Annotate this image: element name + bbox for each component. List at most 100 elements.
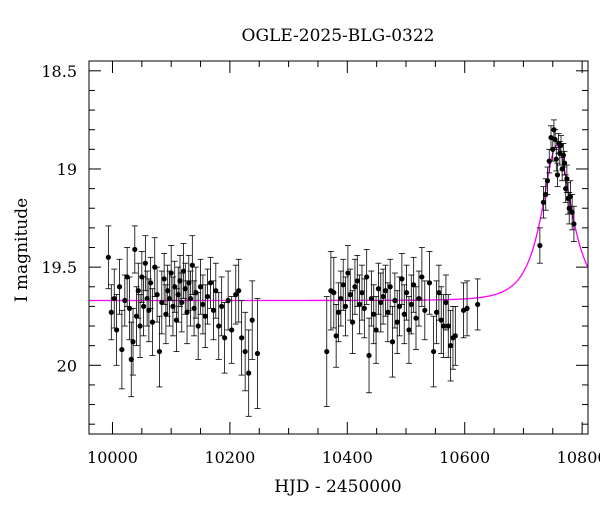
point-marker <box>340 282 346 288</box>
point-marker <box>349 319 356 325</box>
point-marker <box>179 299 185 306</box>
point-marker <box>378 299 384 306</box>
data-point <box>249 280 256 360</box>
point-marker <box>440 323 447 329</box>
point-marker <box>187 295 194 302</box>
x-tick-label: 10000 <box>87 448 138 467</box>
point-marker <box>401 311 407 317</box>
data-point <box>342 276 349 337</box>
point-marker <box>324 348 330 355</box>
data-point <box>464 280 471 337</box>
point-marker <box>165 288 171 294</box>
data-point <box>215 292 222 360</box>
data-point <box>184 280 191 345</box>
point-marker <box>137 323 143 329</box>
point-marker <box>569 209 575 215</box>
point-marker <box>445 323 451 329</box>
data-point <box>433 280 440 345</box>
point-marker <box>225 297 231 304</box>
point-marker <box>368 295 374 302</box>
y-tick-label: 19 <box>57 160 77 179</box>
data-point <box>389 305 396 378</box>
point-marker <box>554 172 561 178</box>
point-marker <box>403 290 410 296</box>
point-marker <box>416 295 422 302</box>
point-marker <box>105 254 111 260</box>
data-point <box>435 264 442 321</box>
data-point <box>412 286 419 350</box>
data-point <box>344 245 351 301</box>
point-marker <box>345 270 351 276</box>
point-marker <box>335 309 342 315</box>
data-point <box>212 262 219 319</box>
y-tick-label: 18.5 <box>41 62 77 81</box>
data-point <box>375 262 382 315</box>
point-marker <box>361 305 367 311</box>
point-marker <box>177 278 183 284</box>
data-point <box>118 309 125 390</box>
data-point <box>113 294 120 366</box>
point-marker <box>399 276 405 282</box>
point-marker <box>108 309 114 315</box>
data-point <box>130 307 137 376</box>
x-tick-label: 10600 <box>439 448 490 467</box>
point-marker <box>182 286 188 292</box>
point-marker <box>413 315 419 321</box>
point-marker <box>431 348 437 355</box>
data-point <box>116 258 123 315</box>
data-point <box>182 262 189 315</box>
point-marker <box>411 282 417 288</box>
point-marker <box>254 350 261 357</box>
data-point <box>415 270 422 327</box>
point-marker <box>189 262 195 268</box>
point-marker <box>163 311 169 317</box>
point-marker <box>396 303 403 309</box>
data-point <box>421 280 428 341</box>
point-marker <box>564 176 570 182</box>
data-point <box>221 302 228 374</box>
data-point <box>135 262 142 319</box>
point-marker <box>366 352 372 359</box>
point-marker <box>359 290 365 296</box>
point-marker <box>443 299 449 306</box>
point-marker <box>563 186 569 192</box>
point-marker <box>546 158 552 164</box>
data-point <box>235 258 242 323</box>
point-marker <box>233 292 239 298</box>
data-points <box>105 119 577 417</box>
point-marker <box>406 327 412 333</box>
data-point <box>131 225 138 274</box>
data-point <box>546 148 553 174</box>
data-point <box>128 321 135 398</box>
point-marker <box>204 293 211 300</box>
point-marker <box>172 284 178 290</box>
x-axis-label: HJD - 2450000 <box>274 477 402 497</box>
point-marker <box>111 295 117 302</box>
point-marker <box>347 292 353 298</box>
data-point <box>349 290 356 354</box>
data-point <box>238 300 245 376</box>
point-marker <box>119 346 125 353</box>
point-marker <box>552 136 558 143</box>
point-marker <box>154 292 160 298</box>
point-marker <box>175 292 181 298</box>
point-marker <box>144 295 150 302</box>
point-marker <box>135 288 141 294</box>
point-marker <box>126 305 133 311</box>
point-marker <box>249 317 255 323</box>
point-marker <box>553 156 559 162</box>
data-point <box>554 162 561 188</box>
data-point <box>540 186 547 219</box>
point-marker <box>197 284 204 290</box>
data-point <box>225 270 232 331</box>
y-tick-label: 20 <box>57 356 77 375</box>
point-marker <box>210 307 217 313</box>
point-marker <box>166 295 173 302</box>
point-marker <box>116 284 123 290</box>
point-marker <box>207 280 214 286</box>
point-marker <box>191 305 197 311</box>
point-marker <box>168 270 174 276</box>
data-point <box>418 247 425 307</box>
data-point <box>161 252 168 305</box>
data-point <box>204 268 211 325</box>
